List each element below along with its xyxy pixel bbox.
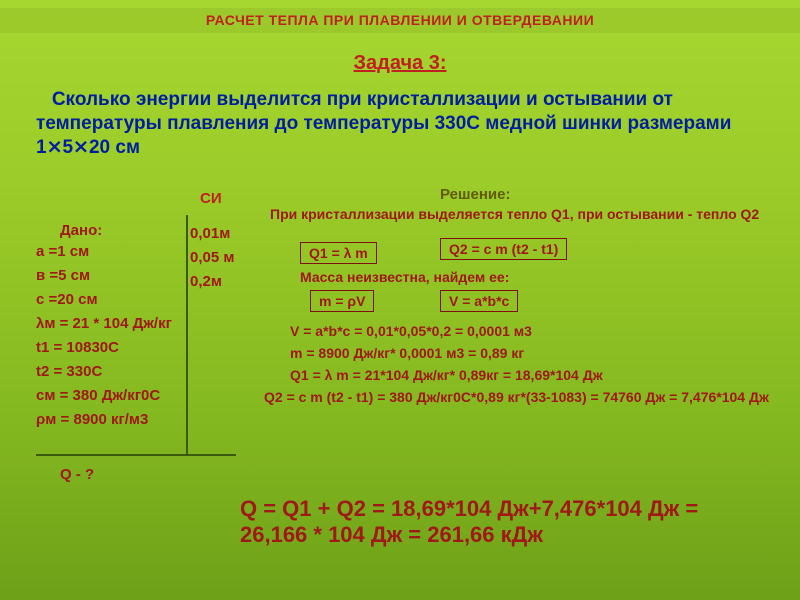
page-header: РАСЧЕТ ТЕПЛА ПРИ ПЛАВЛЕНИИ И ОТВЕРДЕВАНИ… bbox=[206, 12, 594, 28]
given-lambda: λм = 21 * 104 Дж/кг bbox=[36, 312, 172, 336]
given-rho: ρм = 8900 кг/м3 bbox=[36, 408, 172, 432]
si-column: 0,01м 0,05 м 0,2м bbox=[180, 202, 234, 294]
formula-m-box: m = ρV bbox=[310, 290, 374, 312]
header-band: РАСЧЕТ ТЕПЛА ПРИ ПЛАВЛЕНИИ И ОТВЕРДЕВАНИ… bbox=[0, 8, 800, 33]
problem-text: Сколько энергии выделится при кристаллиз… bbox=[36, 88, 740, 159]
formula-q1-box: Q1 = λ m bbox=[300, 242, 377, 264]
calc-m: m = 8900 Дж/кг* 0,0001 м3 = 0,89 кг bbox=[290, 344, 770, 363]
q-question: Q - ? bbox=[60, 466, 94, 483]
si-b: 0,05 м bbox=[190, 246, 234, 270]
si-a: 0,01м bbox=[190, 222, 234, 246]
solution-label: Решение: bbox=[440, 186, 510, 203]
horizontal-divider bbox=[36, 454, 236, 456]
given-c: с =20 см bbox=[36, 288, 172, 312]
given-cm: см = 380 Дж/кг0С bbox=[36, 384, 172, 408]
given-column: a =1 см в =5 см с =20 см λм = 21 * 104 Д… bbox=[36, 220, 172, 432]
given-b: в =5 см bbox=[36, 264, 172, 288]
solution-intro: При кристаллизации выделяется тепло Q1, … bbox=[270, 205, 760, 223]
calc-v: V = a*b*c = 0,01*0,05*0,2 = 0,0001 м3 bbox=[290, 322, 770, 341]
calc-q1: Q1 = λ m = 21*104 Дж/кг* 0,89кг = 18,69*… bbox=[290, 366, 770, 385]
task-title: Задача 3: bbox=[0, 52, 800, 75]
given-t2: t2 = 330С bbox=[36, 360, 172, 384]
calc-q2: Q2 = c m (t2 - t1) = 380 Дж/кг0С*0,89 кг… bbox=[264, 388, 770, 407]
given-a: a =1 см bbox=[36, 240, 172, 264]
si-c: 0,2м bbox=[190, 270, 234, 294]
vertical-divider bbox=[186, 215, 188, 455]
mass-find-text: Масса неизвестна, найдем ее: bbox=[300, 268, 760, 286]
formula-v-box: V = a*b*c bbox=[440, 290, 518, 312]
given-t1: t1 = 10830С bbox=[36, 336, 172, 360]
final-answer: Q = Q1 + Q2 = 18,69*104 Дж+7,476*104 Дж … bbox=[240, 496, 766, 549]
formula-q2-box: Q2 = c m (t2 - t1) bbox=[440, 238, 567, 260]
